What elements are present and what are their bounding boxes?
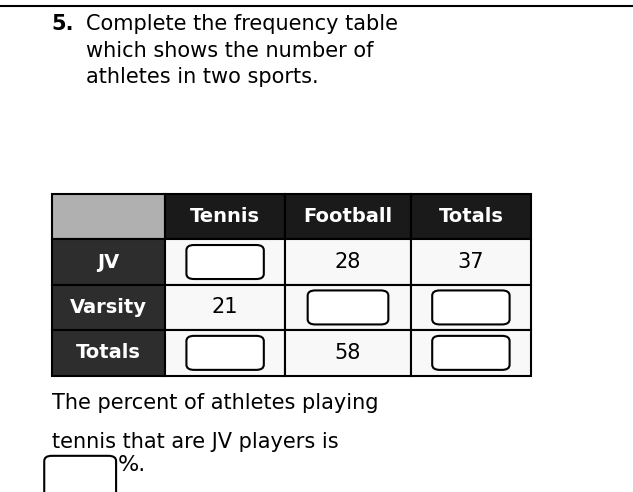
Text: %.: %. <box>118 455 146 475</box>
FancyBboxPatch shape <box>187 245 264 279</box>
FancyBboxPatch shape <box>165 285 285 330</box>
Text: Totals: Totals <box>76 343 141 363</box>
FancyBboxPatch shape <box>165 239 285 285</box>
FancyBboxPatch shape <box>432 290 510 324</box>
FancyBboxPatch shape <box>52 330 165 375</box>
Text: 28: 28 <box>335 252 361 272</box>
FancyBboxPatch shape <box>285 194 411 239</box>
Text: The percent of athletes playing: The percent of athletes playing <box>52 393 379 413</box>
FancyBboxPatch shape <box>52 285 165 330</box>
FancyBboxPatch shape <box>308 290 388 324</box>
Text: Totals: Totals <box>439 207 503 226</box>
Text: tennis that are JV players is: tennis that are JV players is <box>52 432 339 452</box>
FancyBboxPatch shape <box>52 239 165 285</box>
FancyBboxPatch shape <box>52 194 165 239</box>
FancyBboxPatch shape <box>44 456 116 492</box>
FancyBboxPatch shape <box>285 330 411 375</box>
Text: Football: Football <box>303 207 392 226</box>
FancyBboxPatch shape <box>285 239 411 285</box>
FancyBboxPatch shape <box>411 330 531 375</box>
FancyBboxPatch shape <box>165 330 285 375</box>
Text: Varsity: Varsity <box>70 298 147 317</box>
Text: JV: JV <box>97 252 120 272</box>
FancyBboxPatch shape <box>187 336 264 370</box>
FancyBboxPatch shape <box>285 285 411 330</box>
FancyBboxPatch shape <box>411 285 531 330</box>
FancyBboxPatch shape <box>165 194 285 239</box>
FancyBboxPatch shape <box>411 194 531 239</box>
Text: 21: 21 <box>212 298 239 317</box>
Text: 5.: 5. <box>52 14 74 34</box>
Text: Complete the frequency table
which shows the number of
athletes in two sports.: Complete the frequency table which shows… <box>87 14 398 87</box>
FancyBboxPatch shape <box>411 239 531 285</box>
FancyBboxPatch shape <box>432 336 510 370</box>
Text: 37: 37 <box>458 252 484 272</box>
Text: Tennis: Tennis <box>190 207 260 226</box>
Text: 58: 58 <box>335 343 361 363</box>
